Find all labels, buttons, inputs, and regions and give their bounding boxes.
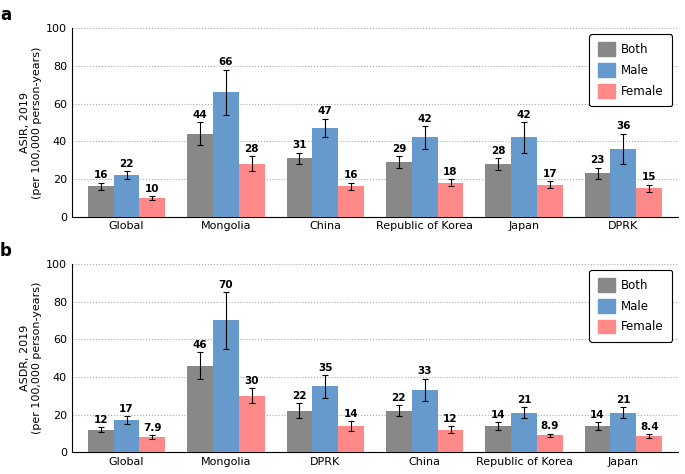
Text: 22: 22 [119,159,134,169]
Bar [140,438,165,452]
Text: 42: 42 [417,114,432,124]
Text: 29: 29 [392,144,406,154]
Text: 28: 28 [245,144,259,154]
Bar [286,411,312,452]
Text: 70: 70 [219,280,233,290]
Bar [636,437,662,452]
Bar [485,426,511,452]
Text: 47: 47 [318,106,333,117]
Text: 36: 36 [616,121,631,131]
Text: 16: 16 [93,171,108,181]
Text: 28: 28 [491,146,506,156]
Bar [386,162,412,217]
Bar [239,396,264,452]
Text: 21: 21 [516,395,532,405]
Bar [286,158,312,217]
Text: 14: 14 [491,410,506,420]
Text: 8.4: 8.4 [640,422,658,432]
Text: 44: 44 [192,110,208,120]
Text: 30: 30 [245,376,259,386]
Bar [610,149,636,217]
Bar [338,186,364,217]
Text: 15: 15 [642,173,656,182]
Text: b: b [0,242,11,260]
Text: 22: 22 [292,391,307,401]
Text: 21: 21 [616,395,631,405]
Y-axis label: ASIR, 2019
(per 100,000 person-years): ASIR, 2019 (per 100,000 person-years) [21,46,42,199]
Bar [187,365,213,452]
Bar [511,137,537,217]
Bar [610,413,636,452]
Text: 7.9: 7.9 [143,423,162,433]
Text: 33: 33 [417,366,432,376]
Bar [386,411,412,452]
Text: 12: 12 [443,414,458,424]
Text: 31: 31 [292,140,307,150]
Bar [312,128,338,217]
Text: 12: 12 [93,414,108,425]
Text: 46: 46 [192,340,208,350]
Text: 14: 14 [590,410,605,420]
Text: 66: 66 [219,57,233,67]
Bar [537,184,563,217]
Bar [585,173,610,217]
Text: 22: 22 [392,393,406,403]
Text: 18: 18 [443,167,458,177]
Text: 14: 14 [344,409,358,419]
Text: 8.9: 8.9 [540,421,559,431]
Y-axis label: ASDR, 2019
(per 100,000 person-years): ASDR, 2019 (per 100,000 person-years) [21,282,42,434]
Bar [338,426,364,452]
Bar [239,164,264,217]
Bar [88,429,114,452]
Text: 42: 42 [516,110,532,120]
Bar [585,426,610,452]
Bar [88,186,114,217]
Legend: Both, Male, Female: Both, Male, Female [589,34,672,106]
Text: 17: 17 [119,404,134,414]
Text: a: a [0,7,11,25]
Bar [213,320,239,452]
Text: 10: 10 [145,183,160,193]
Bar [140,198,165,217]
Bar [312,386,338,452]
Bar [114,175,140,217]
Text: 23: 23 [590,155,605,165]
Bar [438,182,464,217]
Bar [412,137,438,217]
Bar [636,188,662,217]
Bar [485,164,511,217]
Legend: Both, Male, Female: Both, Male, Female [589,270,672,342]
Text: 35: 35 [318,363,332,373]
Bar [187,134,213,217]
Text: 16: 16 [344,171,358,181]
Bar [511,413,537,452]
Bar [213,92,239,217]
Bar [412,390,438,452]
Bar [438,429,464,452]
Text: 17: 17 [543,169,557,179]
Bar [537,436,563,452]
Bar [114,420,140,452]
